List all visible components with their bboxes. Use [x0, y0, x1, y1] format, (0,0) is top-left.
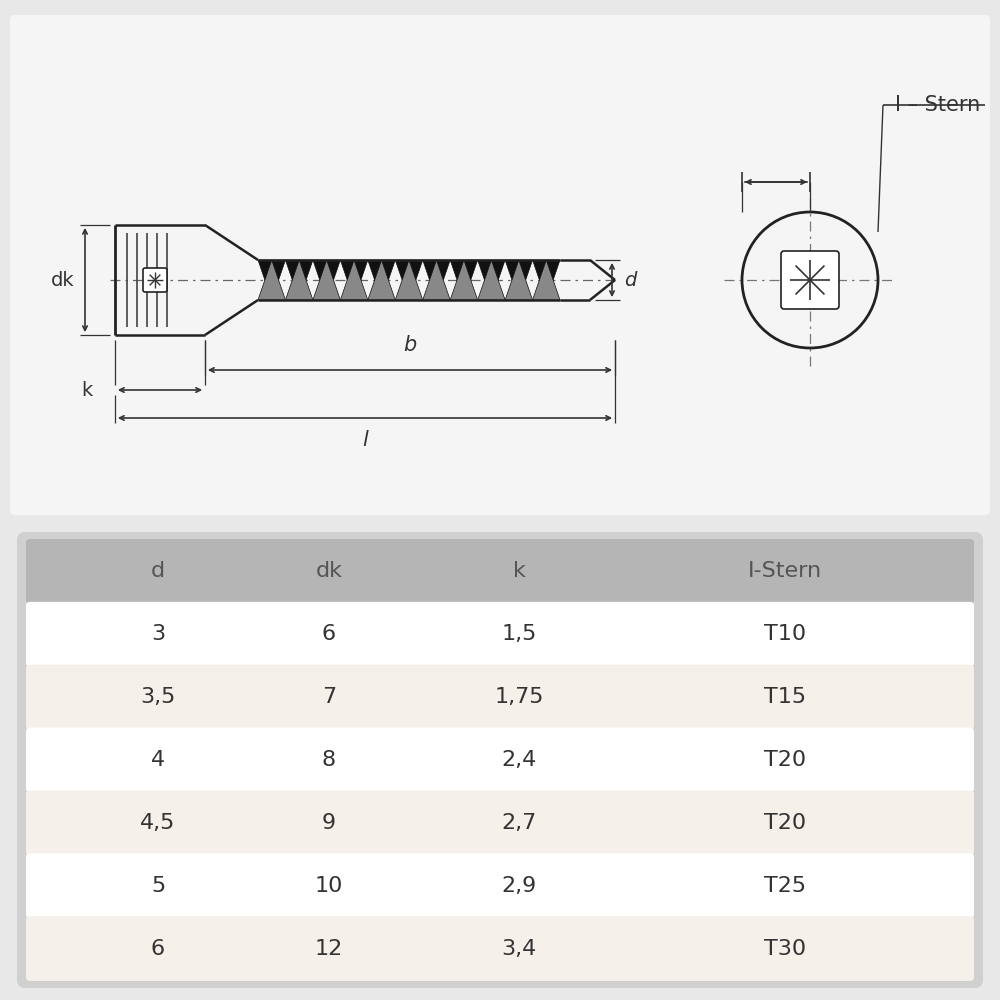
Text: 6: 6: [322, 624, 336, 644]
Polygon shape: [395, 260, 423, 300]
Text: l: l: [362, 430, 368, 450]
Polygon shape: [533, 260, 560, 300]
Polygon shape: [313, 260, 340, 300]
Polygon shape: [313, 260, 340, 300]
Polygon shape: [258, 260, 285, 300]
Text: I – Stern: I – Stern: [895, 95, 980, 115]
FancyBboxPatch shape: [17, 532, 983, 988]
Polygon shape: [423, 260, 450, 300]
Polygon shape: [505, 260, 533, 300]
FancyBboxPatch shape: [26, 853, 974, 918]
Polygon shape: [340, 260, 368, 300]
Text: 6: 6: [151, 939, 165, 959]
Text: 12: 12: [315, 939, 343, 959]
FancyBboxPatch shape: [26, 665, 974, 730]
Text: 1,5: 1,5: [501, 624, 537, 644]
Polygon shape: [368, 260, 395, 300]
FancyBboxPatch shape: [26, 790, 974, 855]
Text: 4,5: 4,5: [140, 813, 176, 833]
FancyBboxPatch shape: [26, 728, 974, 792]
Polygon shape: [285, 260, 313, 300]
Polygon shape: [478, 260, 505, 300]
Text: 4: 4: [151, 750, 165, 770]
Text: d: d: [151, 561, 165, 581]
Polygon shape: [533, 260, 560, 300]
Text: T10: T10: [764, 624, 806, 644]
Polygon shape: [395, 260, 423, 300]
Text: T25: T25: [764, 876, 806, 896]
FancyBboxPatch shape: [781, 251, 839, 309]
Text: T20: T20: [764, 813, 806, 833]
Polygon shape: [423, 260, 450, 300]
Polygon shape: [368, 260, 395, 300]
Text: k: k: [513, 561, 525, 581]
Text: T20: T20: [764, 750, 806, 770]
Polygon shape: [450, 260, 478, 300]
Text: 3,4: 3,4: [501, 939, 537, 959]
Text: b: b: [403, 335, 417, 355]
Text: 8: 8: [322, 750, 336, 770]
Text: 3: 3: [151, 624, 165, 644]
FancyBboxPatch shape: [26, 916, 974, 981]
Polygon shape: [258, 260, 285, 300]
Text: T30: T30: [764, 939, 806, 959]
Text: 5: 5: [151, 876, 165, 896]
Polygon shape: [505, 260, 533, 300]
FancyBboxPatch shape: [143, 268, 167, 292]
FancyBboxPatch shape: [26, 539, 974, 604]
Text: 2,7: 2,7: [501, 813, 537, 833]
Polygon shape: [340, 260, 368, 300]
FancyBboxPatch shape: [10, 15, 990, 515]
Text: T15: T15: [764, 687, 806, 707]
Text: dk: dk: [316, 561, 342, 581]
Text: 1,75: 1,75: [494, 687, 544, 707]
Text: 2,4: 2,4: [501, 750, 537, 770]
Polygon shape: [285, 260, 313, 300]
Text: 7: 7: [322, 687, 336, 707]
Text: k: k: [81, 380, 93, 399]
Text: 3,5: 3,5: [140, 687, 176, 707]
Text: 10: 10: [315, 876, 343, 896]
Polygon shape: [478, 260, 505, 300]
Text: d: d: [624, 270, 636, 290]
FancyBboxPatch shape: [26, 602, 974, 667]
Text: 9: 9: [322, 813, 336, 833]
Text: 2,9: 2,9: [501, 876, 537, 896]
Text: dk: dk: [51, 270, 75, 290]
Text: I-Stern: I-Stern: [748, 561, 822, 581]
Polygon shape: [450, 260, 478, 300]
